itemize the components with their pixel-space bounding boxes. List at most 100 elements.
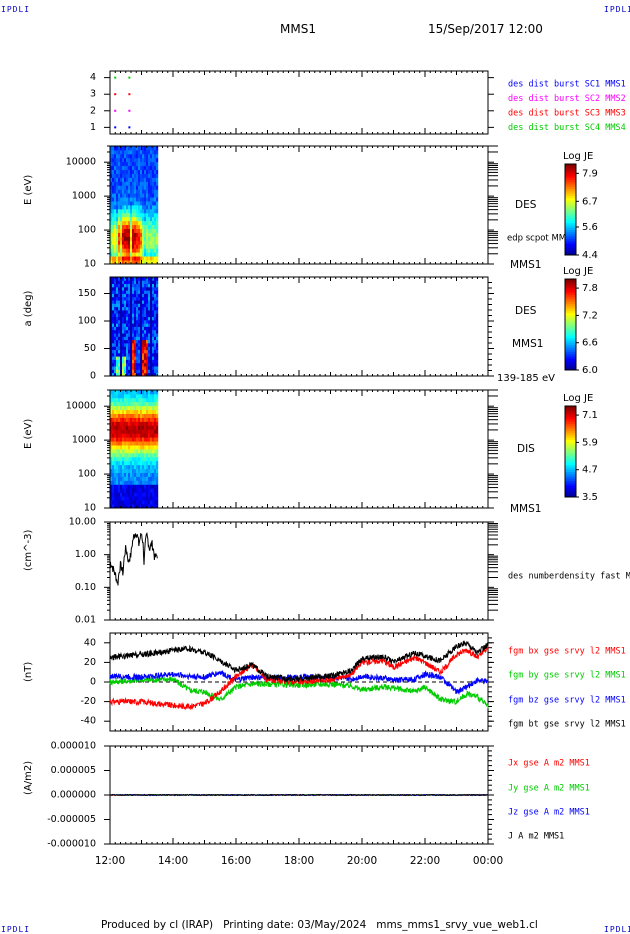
spectrogram-cell: [122, 326, 125, 331]
spectrogram-cell: [148, 212, 151, 218]
spectrogram-cell: [118, 496, 121, 501]
spectrogram-cell: [148, 319, 151, 324]
spectrogram-cell: [130, 369, 133, 374]
spectrogram-cell: [112, 343, 115, 347]
spectrogram-cell: [114, 393, 117, 399]
spectrogram-cell: [150, 352, 153, 357]
spectrogram-cell: [130, 240, 133, 245]
spectrogram-cell: [124, 286, 127, 291]
spectrogram-cell: [156, 352, 159, 357]
spectrogram-cell: [128, 323, 131, 327]
spectrogram-cell: [120, 169, 123, 174]
spectrogram-cell: [116, 349, 119, 354]
spectrogram-cell: [150, 189, 153, 194]
bfield-y-tick-label: -20: [80, 696, 96, 707]
spectrogram-cell: [126, 146, 129, 151]
spectrogram-cell: [114, 293, 117, 298]
colorbar-segment: [565, 211, 576, 215]
spectrogram-cell: [112, 248, 115, 253]
spectrogram-cell: [146, 283, 149, 288]
spectrogram-cell: [150, 293, 153, 298]
spectrogram-cell: [140, 397, 143, 403]
spectrogram-cell: [112, 146, 115, 151]
spectrogram-cell: [134, 464, 137, 470]
spectrogram-cell: [128, 260, 131, 265]
spectrogram-cell: [112, 290, 115, 294]
spectrogram-cell: [130, 393, 133, 399]
spectrogram-cell: [128, 496, 131, 501]
spectrogram-cell: [148, 313, 151, 317]
spectrogram-cell: [150, 372, 153, 377]
spectrogram-cell: [110, 165, 113, 170]
spectrogram-cell: [154, 343, 157, 347]
spectrogram-cell: [156, 349, 159, 354]
spectrogram-cell: [142, 283, 145, 288]
spectrogram-cell: [120, 228, 123, 233]
des-energy-spectrogram-image: [110, 146, 159, 265]
spectrogram-cell: [118, 161, 121, 167]
spectrogram-cell: [154, 256, 157, 261]
spectrogram-cell: [152, 260, 155, 265]
spectrogram-cell: [154, 293, 157, 298]
spectrogram-cell: [150, 445, 153, 450]
spectrogram-cell: [126, 492, 129, 497]
spectrogram-cell: [150, 500, 153, 505]
spectrogram-cell: [122, 296, 125, 301]
spectrogram-cell: [142, 244, 145, 249]
spectrogram-cell: [130, 339, 133, 344]
spectrogram-cell: [156, 185, 159, 190]
spectrogram-cell: [154, 372, 157, 377]
spectrogram-cell: [122, 236, 125, 241]
spectrogram-cell: [156, 177, 159, 182]
spectrogram-cell: [114, 189, 117, 194]
spectrogram-cell: [132, 452, 135, 458]
spectrogram-cell: [144, 362, 147, 367]
spectrogram-cell: [126, 277, 129, 281]
spectrogram-cell: [122, 413, 125, 418]
spectrogram-cell: [110, 464, 113, 470]
spectrogram-cell: [120, 359, 123, 364]
spectrogram-cell: [128, 445, 131, 450]
spectrogram-cell: [120, 300, 123, 304]
spectrogram-cell: [110, 283, 113, 288]
spectrogram-cell: [110, 240, 113, 245]
spectrogram-cell: [142, 232, 145, 237]
spectrogram-cell: [152, 372, 155, 377]
spectrogram-cell: [126, 401, 129, 407]
spectrogram-cell: [140, 319, 143, 324]
spectrogram-cell: [134, 349, 137, 354]
spectrogram-cell: [148, 244, 151, 249]
spectrogram-cell: [116, 468, 119, 473]
spectrogram-cell: [154, 409, 157, 414]
spectrogram-cell: [148, 323, 151, 327]
spectrogram-cell: [128, 362, 131, 367]
spectrogram-cell: [152, 177, 155, 182]
spectrogram-cell: [132, 468, 135, 473]
spectrogram-cell: [116, 445, 119, 450]
spectrogram-cell: [120, 346, 123, 350]
spectrogram-cell: [156, 256, 159, 261]
spectrogram-cell: [134, 449, 137, 454]
spectrogram-cell: [118, 336, 121, 341]
spectrogram-cell: [156, 283, 159, 288]
spectrogram-cell: [128, 504, 131, 509]
colorbar-segment: [565, 290, 576, 294]
spectrogram-cell: [124, 500, 127, 505]
spectrogram-cell: [126, 326, 129, 331]
pitch-angle-satellite: MMS1: [512, 338, 543, 350]
spectrogram-cell: [130, 492, 133, 497]
spectrogram-cell: [156, 468, 159, 473]
spectrogram-cell: [146, 456, 149, 462]
colorbar-segment: [565, 342, 576, 346]
spectrogram-cell: [130, 296, 133, 301]
time-axis-label: 20:00: [347, 855, 377, 867]
spectrogram-cell: [138, 149, 141, 155]
spectrogram-cell: [114, 240, 117, 245]
spectrogram-cell: [132, 189, 135, 194]
spectrogram-cell: [118, 240, 121, 245]
spectrogram-cell: [126, 460, 129, 466]
spectrogram-cell: [142, 193, 145, 198]
spectrogram-cell: [110, 346, 113, 350]
spectrogram-cell: [156, 205, 159, 210]
spectrogram-cell: [156, 216, 159, 222]
